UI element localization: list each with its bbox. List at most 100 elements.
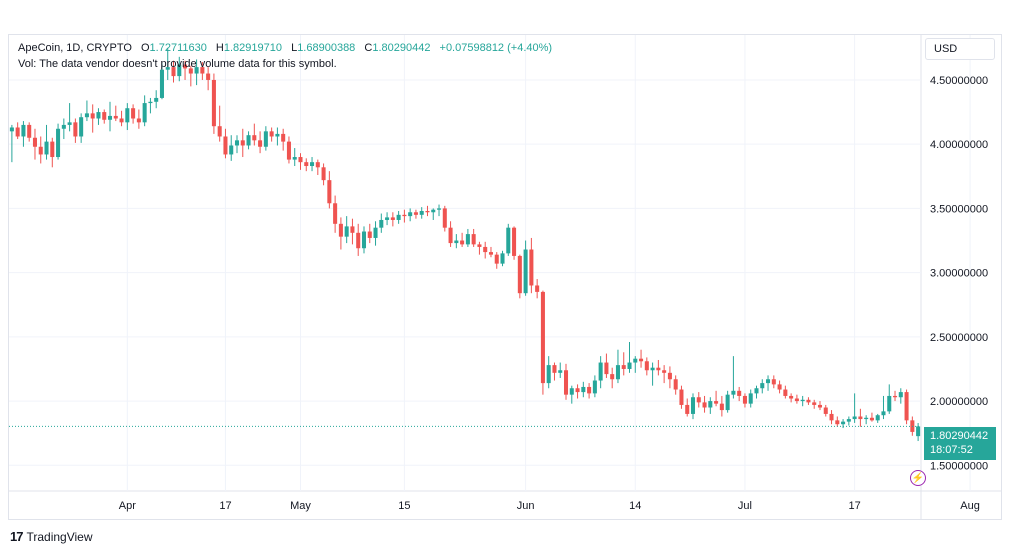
- candle[interactable]: [234, 135, 240, 154]
- currency-button[interactable]: USD: [925, 38, 995, 60]
- candle[interactable]: [610, 367, 615, 389]
- candle[interactable]: [373, 221, 378, 246]
- candle[interactable]: [286, 136, 291, 164]
- candle[interactable]: [119, 110, 124, 127]
- candle[interactable]: [292, 148, 297, 167]
- candle[interactable]: [829, 410, 834, 425]
- candle[interactable]: [402, 209, 407, 223]
- candle[interactable]: [113, 105, 118, 122]
- candle[interactable]: [794, 394, 799, 404]
- candle[interactable]: [875, 413, 880, 423]
- candle[interactable]: [494, 252, 499, 269]
- candle[interactable]: [639, 349, 644, 368]
- candle[interactable]: [471, 228, 476, 247]
- candle[interactable]: [419, 207, 424, 219]
- candle[interactable]: [413, 209, 418, 219]
- brand[interactable]: 17 TradingView: [10, 529, 93, 544]
- candle[interactable]: [194, 59, 199, 86]
- candle[interactable]: [246, 131, 251, 150]
- candle[interactable]: [754, 385, 759, 399]
- candle[interactable]: [465, 228, 470, 247]
- candle[interactable]: [708, 397, 713, 414]
- candle[interactable]: [806, 397, 811, 405]
- candle[interactable]: [206, 67, 211, 91]
- candle[interactable]: [500, 250, 505, 267]
- candle[interactable]: [356, 223, 361, 256]
- candle[interactable]: [615, 349, 620, 384]
- candle[interactable]: [529, 237, 534, 294]
- candle[interactable]: [696, 392, 701, 408]
- candle[interactable]: [523, 240, 528, 296]
- candle[interactable]: [107, 101, 113, 132]
- candle[interactable]: [73, 118, 78, 143]
- candle[interactable]: [148, 97, 153, 114]
- candle[interactable]: [575, 384, 580, 399]
- candle[interactable]: [852, 393, 857, 423]
- candle[interactable]: [766, 375, 771, 391]
- candle[interactable]: [367, 223, 372, 244]
- candle[interactable]: [390, 212, 395, 227]
- candle[interactable]: [252, 123, 257, 146]
- candle[interactable]: [165, 47, 170, 80]
- candle[interactable]: [673, 375, 678, 395]
- candle[interactable]: [569, 385, 574, 404]
- candle[interactable]: [154, 90, 159, 109]
- candle[interactable]: [517, 254, 522, 299]
- candle[interactable]: [38, 136, 43, 164]
- candle[interactable]: [835, 416, 840, 427]
- candle[interactable]: [269, 127, 274, 142]
- candle[interactable]: [869, 412, 874, 422]
- candle[interactable]: [304, 158, 309, 172]
- candle[interactable]: [771, 375, 776, 389]
- candle[interactable]: [188, 65, 193, 87]
- candle[interactable]: [650, 362, 655, 386]
- candle[interactable]: [84, 100, 89, 122]
- lightning-icon[interactable]: ⚡: [910, 470, 926, 486]
- candle[interactable]: [56, 123, 61, 160]
- candle[interactable]: [881, 395, 886, 420]
- candle[interactable]: [454, 234, 459, 249]
- candle[interactable]: [916, 423, 921, 442]
- candle[interactable]: [281, 128, 286, 151]
- candle[interactable]: [679, 385, 684, 409]
- candle[interactable]: [667, 366, 672, 389]
- candle[interactable]: [633, 356, 638, 373]
- candle[interactable]: [460, 232, 465, 247]
- candle[interactable]: [563, 363, 569, 400]
- candle[interactable]: [15, 122, 20, 140]
- candle[interactable]: [327, 171, 332, 209]
- candle[interactable]: [656, 359, 661, 376]
- candle[interactable]: [662, 365, 667, 384]
- candle[interactable]: [702, 395, 707, 413]
- candle[interactable]: [742, 393, 747, 408]
- candle[interactable]: [310, 157, 315, 172]
- candle[interactable]: [79, 113, 84, 143]
- candle[interactable]: [823, 404, 828, 417]
- candle[interactable]: [90, 104, 95, 133]
- candle[interactable]: [183, 60, 188, 80]
- candle[interactable]: [725, 390, 730, 413]
- candle[interactable]: [67, 103, 72, 132]
- candle[interactable]: [200, 61, 205, 80]
- candle[interactable]: [581, 381, 586, 398]
- candle[interactable]: [904, 389, 909, 425]
- candle[interactable]: [344, 216, 349, 244]
- candle[interactable]: [96, 108, 101, 125]
- candle[interactable]: [171, 60, 176, 83]
- candle[interactable]: [258, 131, 263, 154]
- candle[interactable]: [32, 128, 37, 160]
- candle[interactable]: [350, 218, 355, 245]
- candle[interactable]: [159, 63, 164, 100]
- candle[interactable]: [552, 362, 557, 381]
- candle[interactable]: [217, 105, 222, 142]
- candle[interactable]: [211, 73, 216, 134]
- candle[interactable]: [44, 124, 49, 160]
- candle[interactable]: [131, 104, 136, 124]
- candle[interactable]: [431, 208, 436, 220]
- candle[interactable]: [558, 362, 563, 378]
- candle[interactable]: [864, 415, 869, 425]
- candle[interactable]: [379, 213, 384, 233]
- candle[interactable]: [240, 128, 245, 158]
- candle[interactable]: [177, 56, 182, 82]
